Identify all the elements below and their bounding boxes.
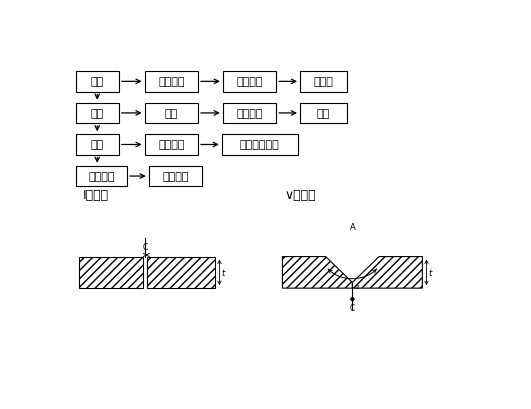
Text: 管子切断: 管子切断: [158, 77, 185, 87]
Bar: [75, 166, 127, 187]
Text: 打坡口: 打坡口: [314, 77, 333, 87]
Polygon shape: [353, 257, 422, 288]
Bar: [75, 135, 119, 155]
Text: C: C: [142, 242, 148, 251]
Text: 管口清理: 管口清理: [236, 77, 263, 87]
Bar: [75, 103, 119, 124]
Bar: [75, 72, 119, 92]
Text: 对口: 对口: [165, 109, 178, 119]
Bar: [300, 72, 347, 92]
Bar: [144, 103, 198, 124]
Text: 电焊固定: 电焊固定: [236, 109, 263, 119]
Bar: [148, 257, 216, 288]
Bar: [149, 166, 202, 187]
Text: 焊口检查: 焊口检查: [158, 140, 185, 150]
Text: A: A: [349, 222, 355, 231]
Text: t: t: [429, 268, 432, 277]
Text: 施焊: 施焊: [317, 109, 330, 119]
Text: 防腐处理: 防腐处理: [88, 172, 115, 182]
Text: ∨型坡口: ∨型坡口: [285, 189, 316, 202]
Text: t: t: [222, 268, 225, 277]
Text: 准备: 准备: [91, 77, 104, 87]
Bar: [223, 72, 276, 92]
Bar: [300, 103, 347, 124]
Bar: [144, 135, 198, 155]
Bar: [222, 135, 298, 155]
Text: 刷防锈漆: 刷防锈漆: [162, 172, 189, 182]
Text: α: α: [355, 284, 359, 290]
Text: 管道压力试验: 管道压力试验: [240, 140, 280, 150]
Text: I型坡口: I型坡口: [83, 189, 109, 202]
Text: 检查: 检查: [91, 140, 104, 150]
Text: C: C: [350, 303, 355, 312]
Text: 焊接: 焊接: [91, 109, 104, 119]
Bar: [144, 72, 198, 92]
Polygon shape: [282, 257, 353, 288]
Bar: [79, 257, 142, 288]
Bar: [223, 103, 276, 124]
